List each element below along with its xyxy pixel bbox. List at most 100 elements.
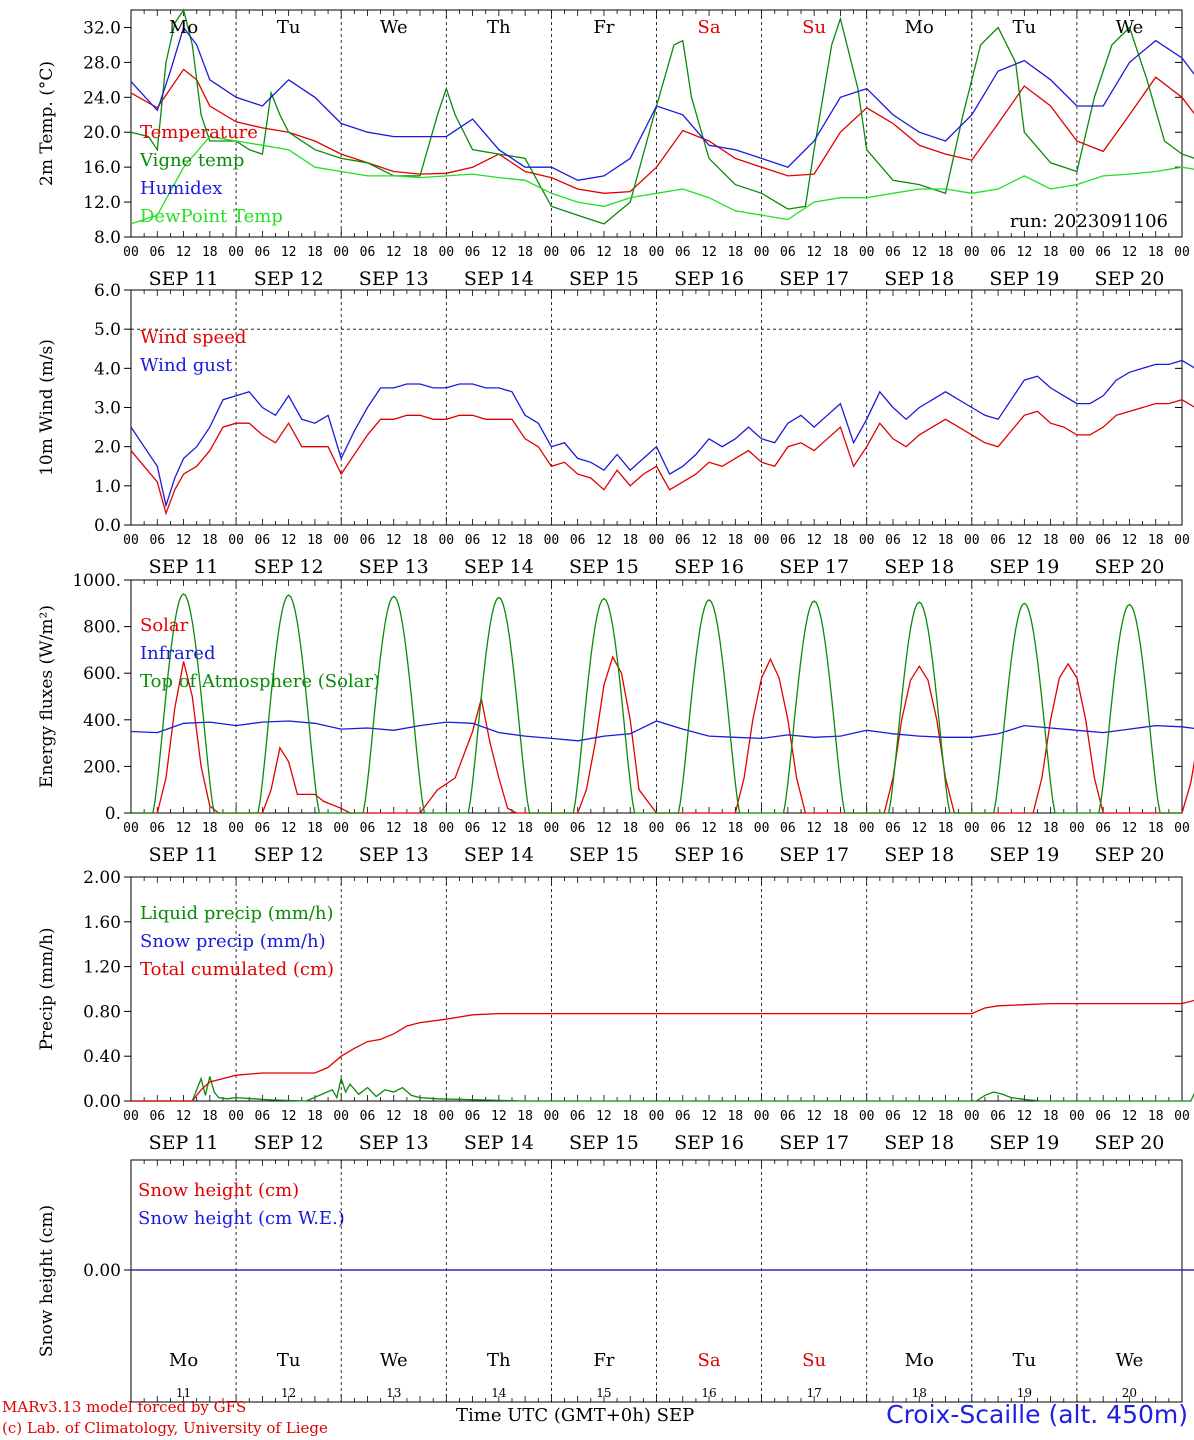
hour-tick-label: 00 — [754, 821, 770, 836]
date-label: SEP 17 — [779, 556, 849, 578]
lab-credit: (c) Lab. of Climatology, University of L… — [2, 1419, 328, 1437]
day-number-label: 12 — [281, 1386, 296, 1400]
weekday-label: Th — [487, 17, 511, 38]
y-tick-label: 2.00 — [83, 868, 121, 888]
legend-entry: Humidex — [140, 178, 222, 199]
hour-tick-label: 18 — [727, 245, 743, 260]
hour-tick-label: 06 — [990, 533, 1006, 548]
legend-entry: Wind speed — [140, 327, 246, 348]
y-tick-label: 1.20 — [83, 958, 121, 978]
hour-tick-label: 12 — [1017, 821, 1033, 836]
series-line — [130, 8, 1194, 225]
weekday-label: Sa — [698, 1350, 721, 1371]
y-tick-label: 600. — [83, 664, 121, 684]
hour-tick-label: 18 — [307, 1109, 323, 1124]
hour-tick-label: 00 — [333, 1109, 349, 1124]
hour-tick-label: 06 — [149, 1109, 165, 1124]
hour-tick-label: 06 — [255, 1109, 271, 1124]
date-label: SEP 13 — [359, 1132, 429, 1154]
hour-tick-label: 06 — [885, 245, 901, 260]
hour-tick-label: 18 — [727, 533, 743, 548]
hour-tick-label: 12 — [176, 1109, 192, 1124]
hour-tick-label: 00 — [754, 245, 770, 260]
hour-tick-label: 18 — [412, 533, 428, 548]
hour-tick-label: 12 — [701, 533, 717, 548]
y-tick-label: 0.40 — [83, 1047, 121, 1067]
date-label: SEP 20 — [1095, 844, 1165, 866]
hour-tick-label: 18 — [202, 533, 218, 548]
y-tick-label: 0.80 — [83, 1002, 121, 1022]
weekday-label: We — [1116, 1350, 1144, 1371]
hour-tick-label: 06 — [570, 533, 586, 548]
hour-tick-label: 12 — [281, 821, 297, 836]
weekday-label: Mo — [169, 1350, 198, 1371]
y-tick-label: 3.0 — [94, 399, 121, 419]
legend-entry: Wind gust — [140, 355, 233, 376]
day-number-label: 19 — [1017, 1386, 1032, 1400]
hour-tick-label: 06 — [255, 821, 271, 836]
hour-tick-label: 18 — [517, 1109, 533, 1124]
hour-tick-label: 12 — [1122, 821, 1138, 836]
y-tick-label: 12.0 — [83, 193, 121, 213]
date-label: SEP 12 — [254, 1132, 324, 1154]
y-tick-label: 200. — [83, 757, 121, 777]
weekday-label: Fr — [593, 1350, 614, 1371]
date-label: SEP 19 — [989, 1132, 1059, 1154]
date-label: SEP 11 — [149, 1132, 219, 1154]
series-line — [131, 593, 1182, 814]
legend-entry: Top of Atmosphere (Solar) — [140, 671, 380, 692]
hour-tick-label: 06 — [360, 821, 376, 836]
hour-tick-label: 12 — [806, 1109, 822, 1124]
hour-tick-label: 00 — [859, 533, 875, 548]
y-axis-label: Energy fluxes (W/m²) — [37, 605, 57, 788]
hour-tick-label: 18 — [727, 821, 743, 836]
hour-tick-label: 12 — [1122, 1109, 1138, 1124]
day-number-label: 13 — [386, 1386, 401, 1400]
model-credit: MARv3.13 model forced by GFS — [2, 1398, 247, 1416]
weekday-label: Su — [802, 1350, 826, 1371]
hour-tick-label: 18 — [938, 1109, 954, 1124]
hour-tick-label: 18 — [833, 245, 849, 260]
day-number-label: 16 — [701, 1386, 716, 1400]
weekday-label: Sa — [698, 17, 721, 38]
hour-tick-label: 18 — [517, 245, 533, 260]
hour-tick-label: 00 — [123, 821, 139, 836]
y-tick-label: 2.0 — [94, 438, 121, 458]
hour-tick-label: 00 — [228, 245, 244, 260]
hour-tick-label: 18 — [938, 821, 954, 836]
y-axis-label: Precip (mm/h) — [37, 927, 57, 1050]
hour-tick-label: 00 — [544, 1109, 560, 1124]
y-tick-label: 0.00 — [83, 1092, 121, 1112]
hour-tick-label: 18 — [833, 533, 849, 548]
hour-tick-label: 12 — [281, 1109, 297, 1124]
y-tick-label: 5.0 — [94, 320, 121, 340]
weekday-label: Fr — [593, 17, 614, 38]
date-label: SEP 16 — [674, 844, 744, 866]
legend-entry: Total cumulated (cm) — [140, 959, 334, 980]
weekday-label: Su — [802, 17, 826, 38]
hour-tick-label: 06 — [885, 533, 901, 548]
hour-tick-label: 18 — [202, 821, 218, 836]
date-label: SEP 17 — [779, 268, 849, 290]
hour-tick-label: 06 — [149, 821, 165, 836]
hour-tick-label: 00 — [859, 1109, 875, 1124]
weekday-label: Tu — [277, 17, 301, 38]
date-label: SEP 17 — [779, 844, 849, 866]
date-label: SEP 14 — [464, 844, 534, 866]
hour-tick-label: 12 — [491, 533, 507, 548]
hour-tick-label: 12 — [911, 245, 927, 260]
hour-tick-label: 06 — [570, 1109, 586, 1124]
hour-tick-label: 18 — [622, 821, 638, 836]
hour-tick-label: 06 — [675, 245, 691, 260]
hour-tick-label: 12 — [1122, 245, 1138, 260]
hour-tick-label: 00 — [123, 245, 139, 260]
hour-tick-label: 06 — [1095, 821, 1111, 836]
hour-tick-label: 00 — [123, 533, 139, 548]
day-number-label: 18 — [912, 1386, 927, 1400]
hour-tick-label: 00 — [1174, 245, 1190, 260]
weekday-label: We — [1116, 17, 1144, 38]
y-tick-label: 24.0 — [83, 88, 121, 108]
x-axis-title-text: Time UTC (GMT+0h) — [456, 1405, 651, 1426]
hour-tick-label: 06 — [885, 821, 901, 836]
hour-tick-label: 06 — [990, 1109, 1006, 1124]
